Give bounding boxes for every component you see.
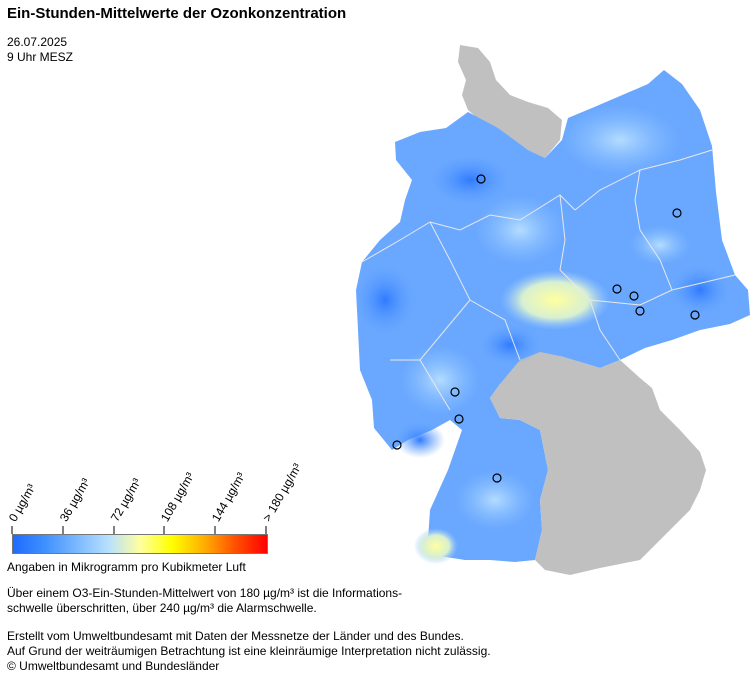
credits-line-2: Auf Grund der weiträumigen Betrachtung i… bbox=[7, 644, 491, 658]
station-marker bbox=[672, 208, 682, 218]
threshold-note-line-1: Über einem O3-Ein-Stunden-Mittelwert von… bbox=[7, 586, 403, 600]
station-marker bbox=[690, 310, 700, 320]
credits-line-1: Erstellt vom Umweltbundesamt mit Daten d… bbox=[7, 629, 464, 643]
state-borders bbox=[361, 149, 736, 411]
region-schleswig-holstein bbox=[458, 45, 562, 158]
threshold-note-line-2: schwelle überschritten, über 240 µg/m³ d… bbox=[7, 601, 317, 615]
station-marker bbox=[612, 284, 622, 294]
legend-ticks bbox=[11, 526, 267, 534]
ozone-texture bbox=[355, 105, 730, 564]
station-marker bbox=[392, 440, 402, 450]
station-marker bbox=[492, 473, 502, 483]
station-marker bbox=[450, 387, 460, 397]
time-label: 9 Uhr MESZ bbox=[7, 50, 74, 64]
legend-color-bar bbox=[12, 534, 268, 554]
station-marker bbox=[476, 174, 486, 184]
region-bayern bbox=[490, 352, 706, 575]
station-marker bbox=[629, 291, 639, 301]
legend-unit-text: Angaben in Mikrogramm pro Kubikmeter Luf… bbox=[7, 560, 246, 574]
station-markers bbox=[392, 174, 700, 483]
station-marker bbox=[635, 306, 645, 316]
station-marker bbox=[454, 414, 464, 424]
copyright-text: © Umweltbundesamt und Bundesländer bbox=[7, 659, 220, 673]
date-label: 26.07.2025 bbox=[7, 35, 68, 49]
map-title: Ein-Stunden-Mittelwerte der Ozonkonzentr… bbox=[7, 5, 347, 22]
